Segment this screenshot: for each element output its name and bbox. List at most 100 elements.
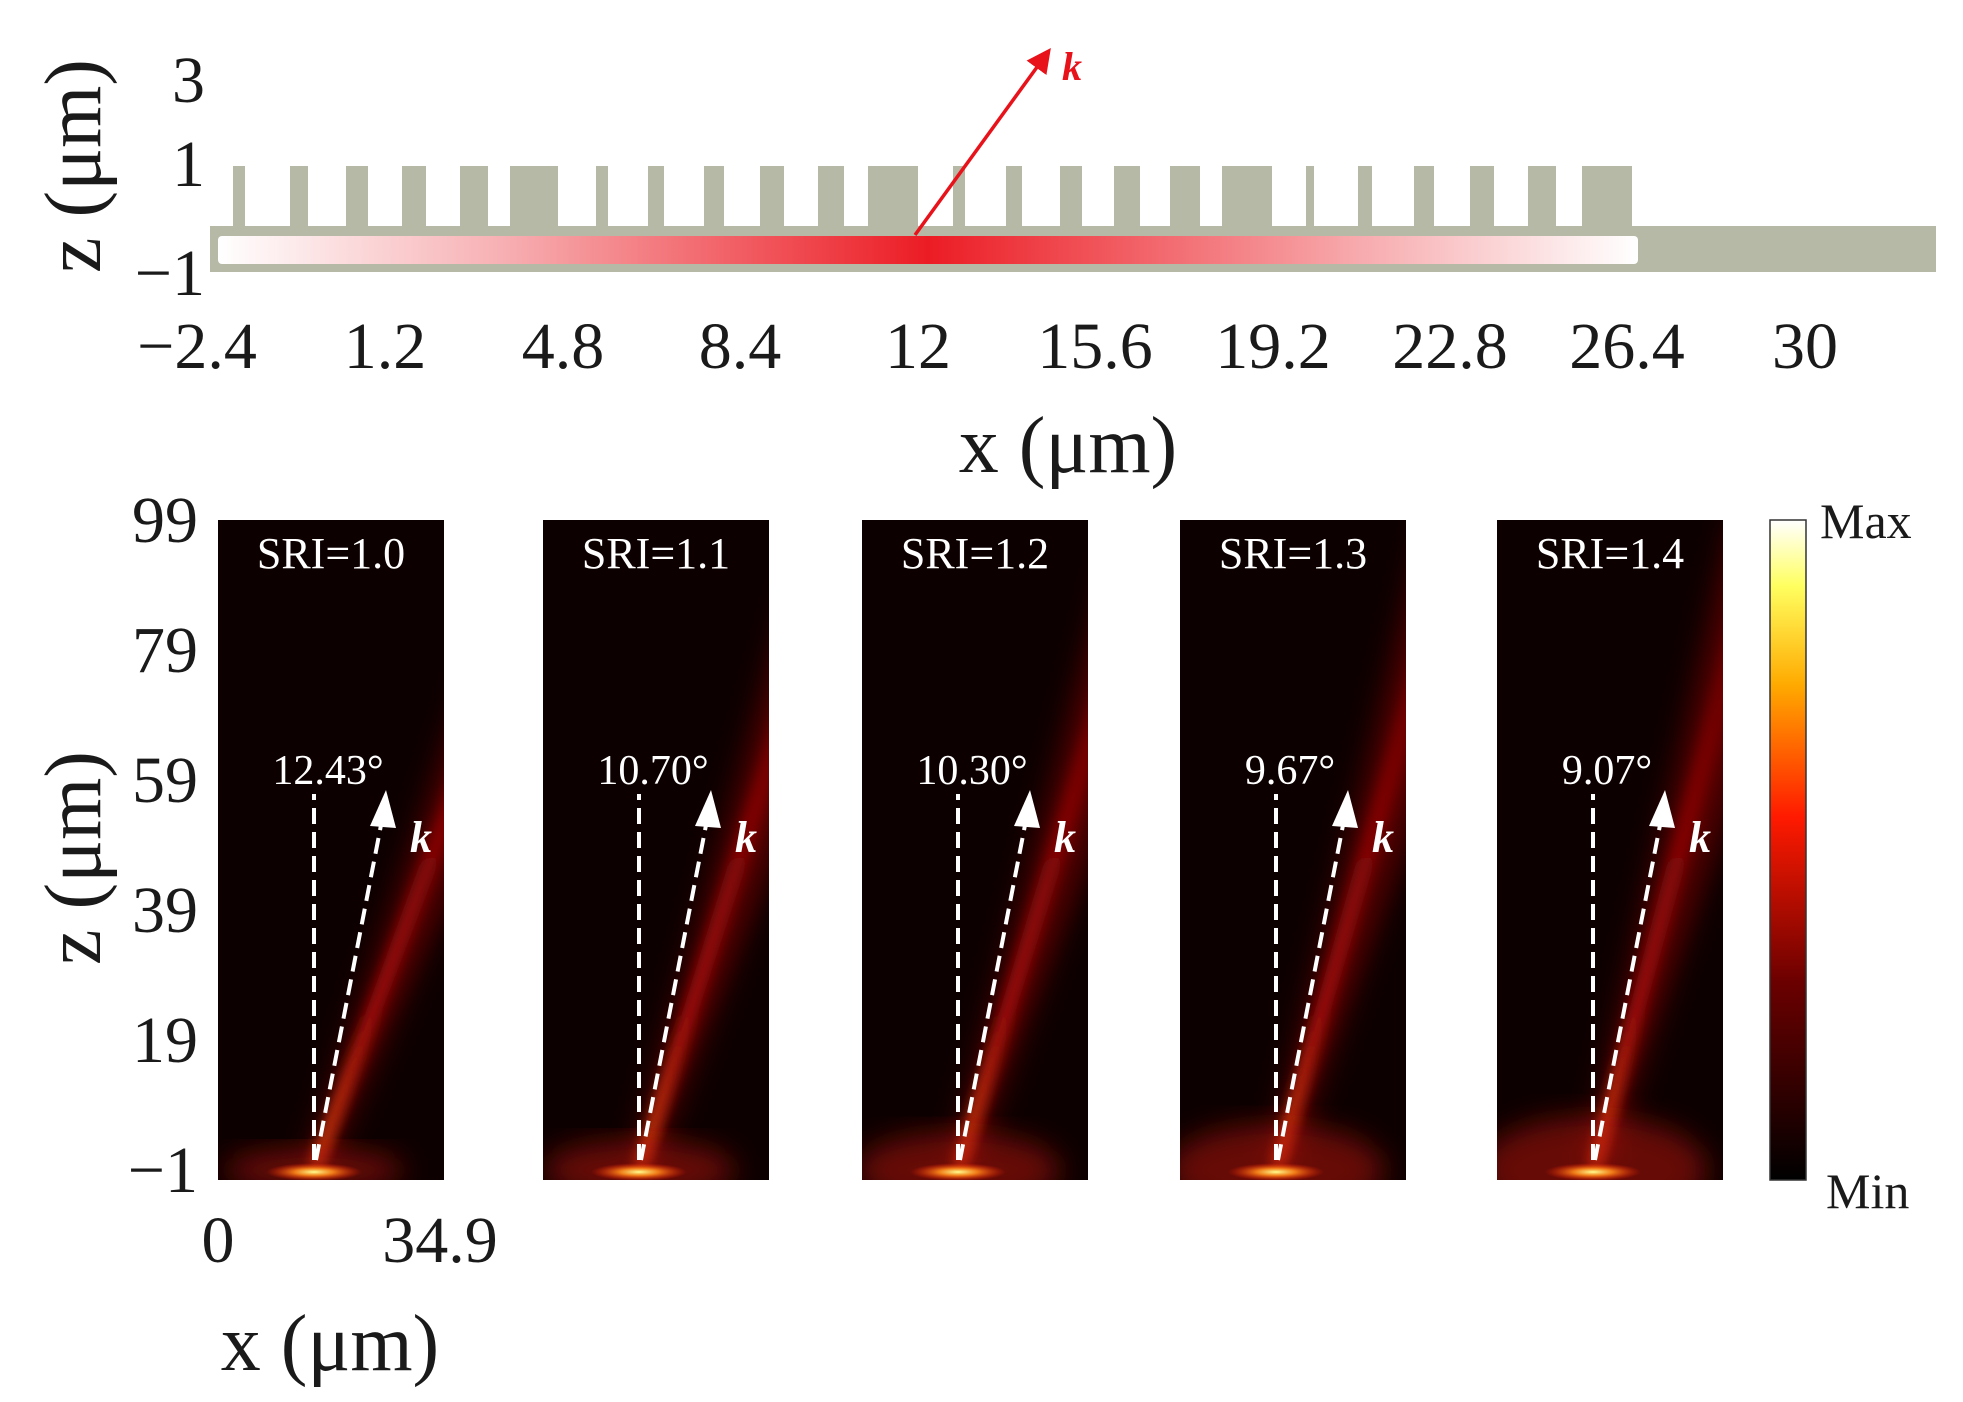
beam-core — [310, 797, 444, 1166]
beam-fringe — [316, 870, 444, 1167]
near-field-glow — [1180, 1124, 1384, 1180]
sri-label: SRI=1.2 — [901, 529, 1049, 578]
angle-label: 9.67° — [1245, 748, 1335, 794]
bottom-y-tick: 59 — [132, 744, 198, 817]
k-vector-arrow — [958, 819, 1028, 1161]
grating-tooth — [596, 166, 608, 228]
angle-label: 10.30° — [916, 748, 1027, 794]
grating-tooth — [1006, 166, 1022, 228]
bottom-y-tick: 79 — [132, 614, 198, 687]
grating-teeth — [233, 166, 1632, 228]
beam-fringe — [1595, 811, 1723, 1167]
k-arrowhead — [1332, 790, 1358, 828]
colorbar-max-label: Max — [1820, 493, 1912, 549]
k-vector-arrow — [639, 819, 709, 1161]
guided-mode-field — [218, 236, 1638, 264]
beam-fringe — [641, 827, 769, 1167]
field-panel-2: SRI=1.1 10.70° k — [543, 520, 769, 1180]
beam-glow — [306, 754, 444, 1166]
bottom-y-tick: 99 — [132, 484, 198, 557]
beam-glow — [631, 674, 769, 1166]
grating-tooth — [233, 166, 245, 228]
beam-fringe — [641, 878, 769, 1167]
colorbar-scale — [1769, 519, 1807, 1181]
grating-tooth — [1470, 166, 1494, 228]
angle-label: 10.70° — [597, 748, 708, 794]
top-y-tick: 3 — [172, 44, 205, 117]
field-panel-3: SRI=1.2 10.30° k — [862, 520, 1088, 1180]
top-x-tick: 12 — [885, 310, 951, 383]
beam-fringe — [1278, 856, 1406, 1167]
beam-fringe — [1278, 755, 1406, 1167]
beam-fringe — [641, 793, 769, 1167]
field-panel-1: SRI=1.0 12.43° k — [218, 520, 444, 1180]
grating-tooth — [510, 166, 558, 228]
k-arrowhead — [1649, 790, 1675, 828]
grating-tooth — [1114, 166, 1140, 228]
top-x-tick: 19.2 — [1215, 310, 1331, 383]
near-field-hotspot — [1545, 1163, 1641, 1180]
grating-tooth — [1222, 166, 1272, 228]
sri-label: SRI=1.0 — [257, 529, 405, 578]
bottom-x-tick: 0 — [202, 1204, 235, 1277]
top-x-tick: 8.4 — [699, 310, 782, 383]
grating-tooth — [648, 166, 664, 228]
sri-label: SRI=1.1 — [582, 529, 730, 578]
grating-tooth — [402, 166, 426, 228]
k-label: k — [735, 813, 757, 862]
field-panels: SRI=1.0 12.43° k SRI=1.1 10.70° k SRI=1.2 10.30… — [218, 520, 1723, 1180]
near-field-hotspot — [266, 1163, 362, 1180]
field-panel-4: SRI=1.3 9.67° k — [1180, 520, 1406, 1180]
near-field-hotspot — [1228, 1163, 1324, 1180]
top-y-axis-title: z (μm) — [30, 59, 118, 273]
grating-tooth — [1528, 166, 1556, 228]
beam-fringe — [1595, 842, 1723, 1167]
near-field-hotspot — [591, 1163, 687, 1180]
k-vector-arrow — [314, 819, 384, 1161]
bottom-x-axis-title: x (μm) — [221, 1300, 439, 1388]
bottom-x-tick: 34.9 — [382, 1204, 498, 1277]
near-field-glow — [543, 1140, 735, 1180]
angle-label: 9.07° — [1562, 748, 1652, 794]
beam-fringe — [316, 844, 444, 1167]
beam-fringe — [1595, 729, 1723, 1167]
bottom-y-tick: −1 — [128, 1134, 198, 1207]
k-label: k — [1689, 813, 1711, 862]
beam-fringe — [960, 870, 1088, 1167]
field-map-background — [218, 520, 444, 1180]
grating-tooth — [1170, 166, 1200, 228]
top-y-tick: 1 — [172, 128, 205, 201]
top-panel: k z (μm) 3 1 −1 −2.4 1.2 4.8 8.4 12 15.6… — [30, 44, 1936, 490]
bottom-y-axis-title: z (μm) — [30, 751, 118, 965]
top-y-tick: −1 — [135, 237, 205, 310]
k-label: k — [410, 813, 432, 862]
sri-label: SRI=1.4 — [1536, 529, 1684, 578]
bottom-y-tick: 19 — [132, 1004, 198, 1077]
top-x-tick: 1.2 — [344, 310, 427, 383]
beam-core — [1589, 647, 1723, 1166]
beam-fringe — [1278, 829, 1406, 1167]
grating-tooth — [346, 166, 368, 228]
k-arrowhead — [370, 790, 396, 828]
top-x-tick: −2.4 — [137, 310, 257, 383]
k-label: k — [1054, 813, 1076, 862]
grating-tooth — [1358, 166, 1372, 228]
colorbar: Max Min — [1769, 493, 1912, 1219]
wave-vector-label: k — [1062, 44, 1082, 89]
k-vector-arrow — [1276, 819, 1346, 1161]
angle-label: 12.43° — [272, 748, 383, 794]
beam-core — [1272, 681, 1406, 1166]
bottom-y-ticks: 99 79 59 39 19 −1 — [128, 484, 198, 1207]
beam-fringe — [641, 855, 769, 1167]
top-x-tick: 30 — [1772, 310, 1838, 383]
bottom-y-tick: 39 — [132, 874, 198, 947]
beam-fringe — [960, 779, 1088, 1167]
grating-tooth — [1414, 166, 1434, 228]
wave-vector-arrow — [913, 48, 1051, 237]
bottom-panel: z (μm) 99 79 59 39 19 −1 SRI=1.012.43°kS… — [30, 484, 1912, 1388]
sri-label: SRI=1.3 — [1219, 529, 1367, 578]
top-x-tick: 22.8 — [1392, 310, 1508, 383]
k-arrowhead — [695, 790, 721, 828]
top-x-ticks: −2.4 1.2 4.8 8.4 12 15.6 19.2 22.8 26.4 … — [137, 310, 1838, 383]
